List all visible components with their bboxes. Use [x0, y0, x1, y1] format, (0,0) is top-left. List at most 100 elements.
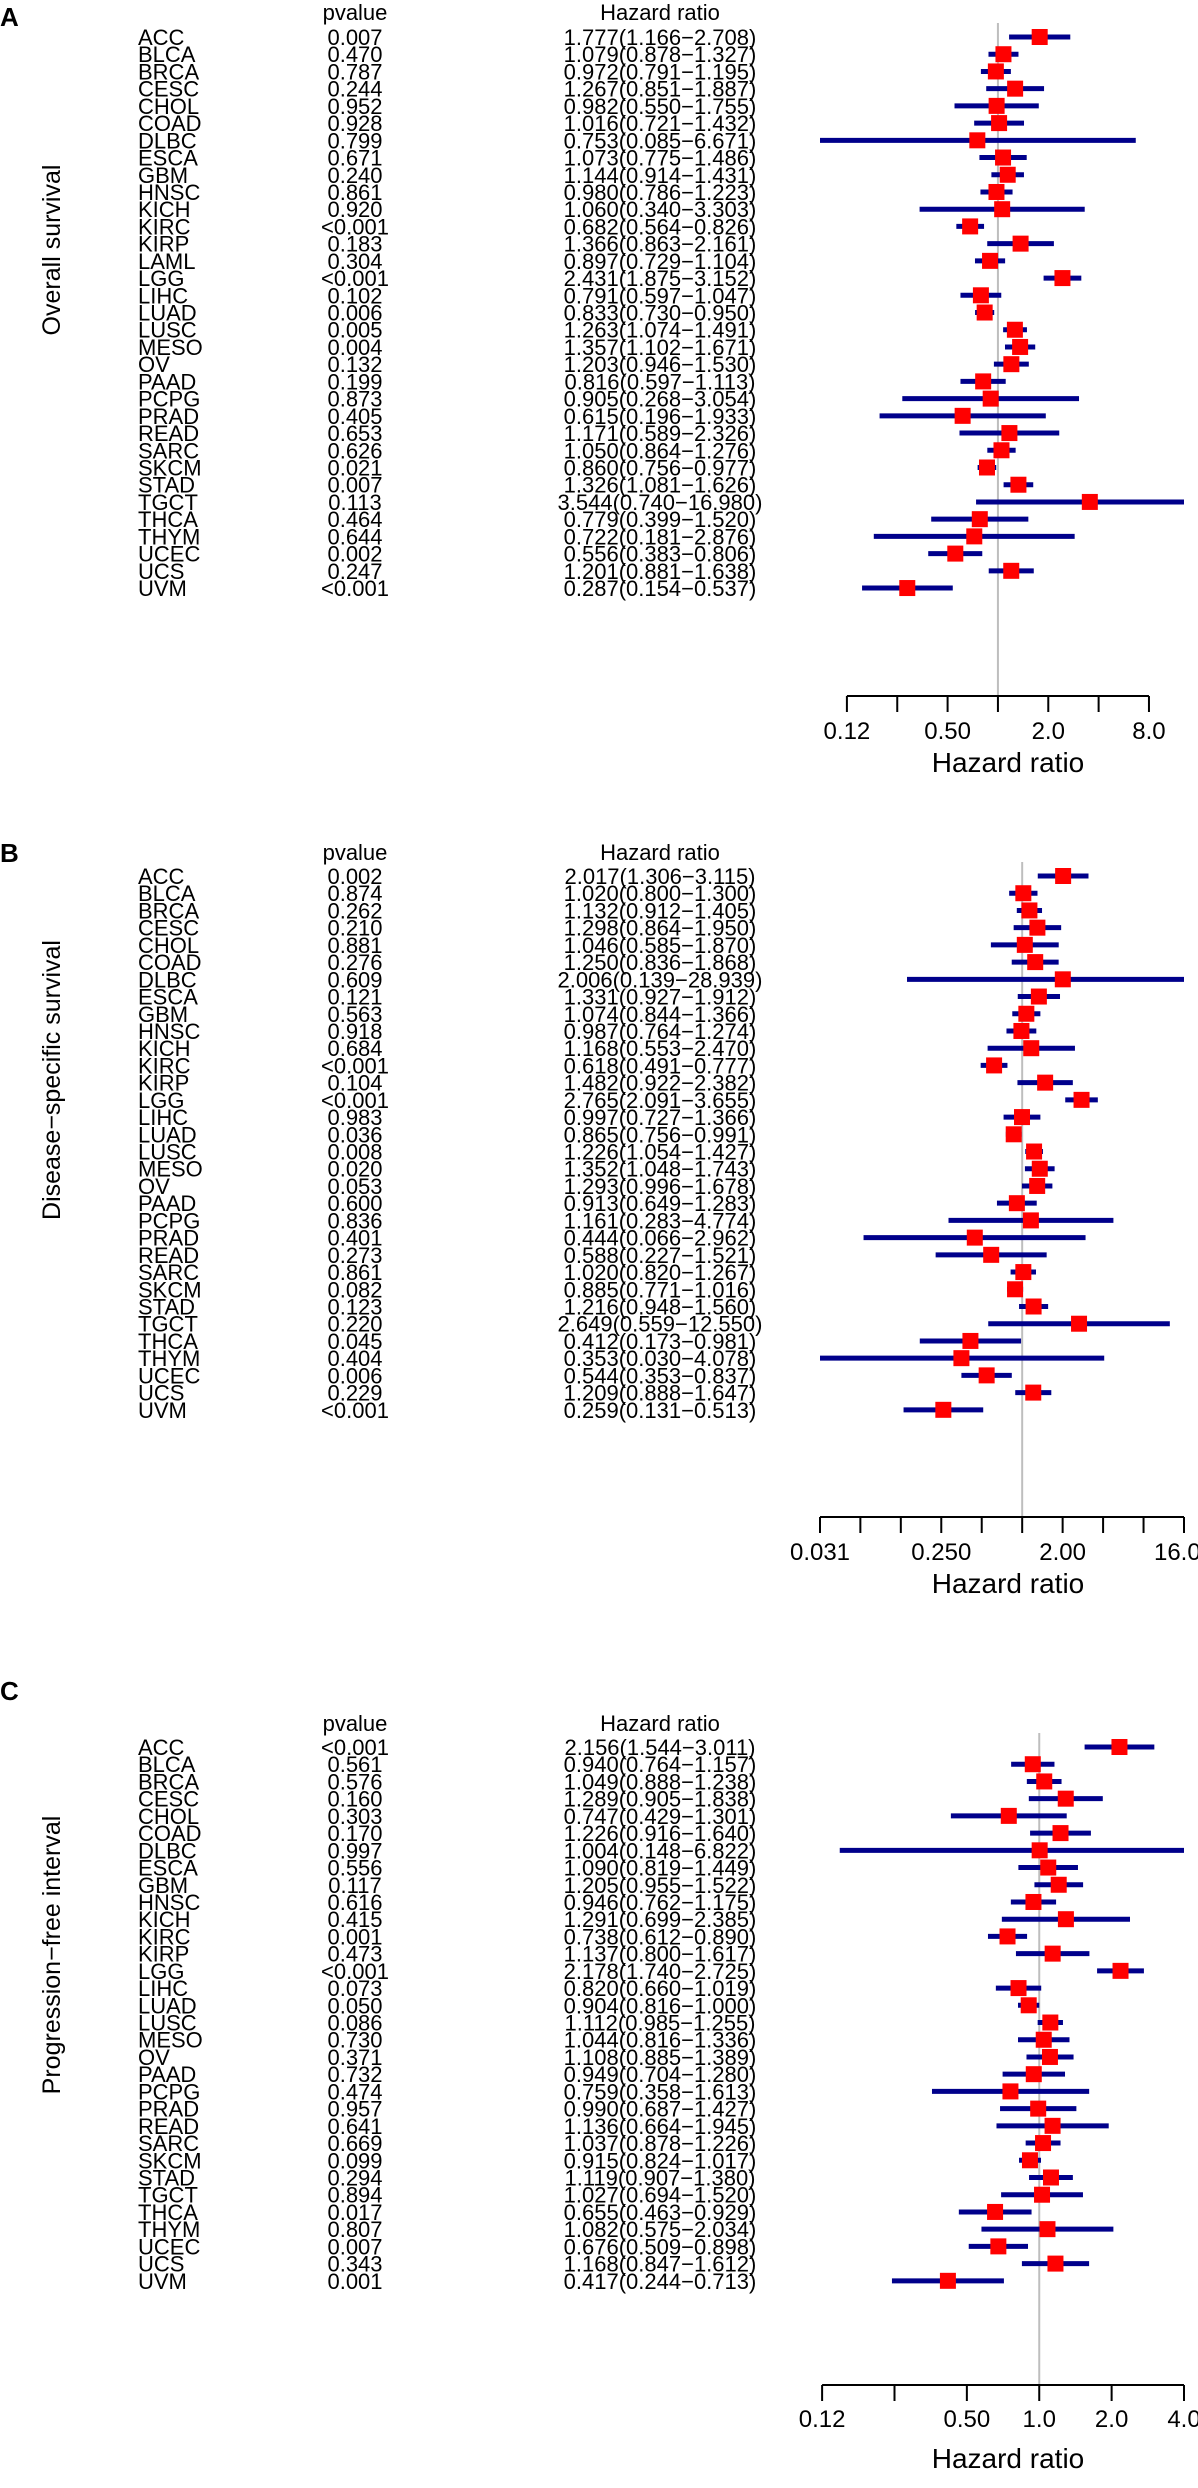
row-hazard-ratio-text: 1.357(1.102−1.671) — [564, 335, 757, 360]
panel-letter: B — [0, 838, 19, 868]
row-cancer-label: UVM — [138, 576, 187, 601]
row-cancer-label: KIRP — [138, 1942, 189, 1967]
row-cancer-label: ESCA — [138, 985, 198, 1010]
row-hr-point — [1041, 2048, 1058, 2065]
row-hazard-ratio-text: 0.904(0.816−1.000) — [564, 1993, 757, 2018]
row-pvalue: 0.616 — [327, 1890, 382, 1915]
row-cancer-label: LGG — [138, 266, 184, 291]
row-hazard-ratio-text: 1.073(0.775−1.486) — [564, 146, 757, 171]
row-pvalue: 0.653 — [327, 421, 382, 446]
row-hr-point — [1029, 1177, 1046, 1194]
row-pvalue: 0.001 — [327, 1924, 382, 1949]
row-hazard-ratio-text: 0.353(0.030−4.078) — [564, 1346, 757, 1371]
row-pvalue: 0.123 — [327, 1295, 382, 1320]
row-pvalue: 0.244 — [327, 77, 382, 102]
row-cancer-label: UCS — [138, 559, 184, 584]
row-hr-point — [995, 149, 1012, 166]
row-pvalue: 0.983 — [327, 1105, 382, 1130]
row-pvalue: 0.561 — [327, 1752, 382, 1777]
row-hazard-ratio-text: 1.366(0.863−2.161) — [564, 232, 757, 257]
row-hazard-ratio-text: 1.049(0.888−1.238) — [564, 1769, 757, 1794]
row-cancer-label: UCEC — [138, 542, 200, 567]
row-hr-point — [1007, 1281, 1024, 1298]
row-cancer-label: BRCA — [138, 59, 199, 84]
row-hazard-ratio-text: 1.293(0.996−1.678) — [564, 1174, 757, 1199]
row-pvalue: 0.007 — [327, 25, 382, 50]
row-cancer-label: LUAD — [138, 1122, 197, 1147]
row-hr-point — [999, 1928, 1016, 1945]
row-hr-point — [969, 132, 986, 149]
row-hazard-ratio-text: 0.885(0.771−1.016) — [564, 1277, 757, 1302]
panel-ylabel: Disease−specific survival — [38, 940, 66, 1220]
row-cancer-label: ACC — [138, 25, 185, 50]
row-hr-point — [1002, 2083, 1019, 2100]
row-hazard-ratio-text: 1.050(0.864−1.276) — [564, 438, 757, 463]
row-pvalue: 0.001 — [327, 2269, 382, 2294]
row-hr-point — [987, 2203, 1004, 2220]
row-pvalue: 0.020 — [327, 1157, 382, 1182]
row-hr-point — [994, 201, 1011, 218]
row-pvalue: 0.609 — [327, 967, 382, 992]
row-hr-point — [991, 115, 1008, 132]
row-cancer-label: OV — [138, 1174, 170, 1199]
row-pvalue: 0.082 — [327, 1277, 382, 1302]
row-hazard-ratio-text: 0.997(0.727−1.366) — [564, 1105, 757, 1130]
row-hr-point — [1018, 1005, 1035, 1022]
row-hazard-ratio-text: 0.753(0.085−6.671) — [564, 128, 757, 153]
row-cancer-label: THCA — [138, 2200, 198, 2225]
row-hr-point — [939, 2272, 956, 2289]
panel-ylabel: Progression−free interval — [38, 1816, 66, 2095]
row-hr-point — [1024, 1756, 1041, 1773]
row-hr-point — [962, 218, 979, 235]
row-hr-point — [987, 63, 1004, 80]
row-hazard-ratio-text: 1.777(1.166−2.708) — [564, 25, 757, 50]
row-hr-point — [1052, 1825, 1069, 1842]
row-hr-point — [1055, 868, 1072, 884]
row-hr-point — [1021, 902, 1038, 919]
row-hazard-ratio-text: 1.060(0.340−3.303) — [564, 197, 757, 222]
row-cancer-label: SARC — [138, 1260, 199, 1285]
row-hr-point — [962, 1332, 979, 1349]
row-hazard-ratio-text: 0.987(0.764−1.274) — [564, 1019, 757, 1044]
row-cancer-label: LIHC — [138, 1105, 188, 1130]
row-pvalue: 0.799 — [327, 128, 382, 153]
row-hazard-ratio-text: 1.046(0.585−1.870) — [564, 933, 757, 958]
row-hr-point — [1022, 1212, 1039, 1229]
row-hr-point — [982, 390, 999, 407]
row-hazard-ratio-text: 0.556(0.383−0.806) — [564, 542, 757, 567]
row-hazard-ratio-text: 0.444(0.066−2.962) — [564, 1226, 757, 1251]
row-cancer-label: KICH — [138, 197, 191, 222]
row-hazard-ratio-text: 0.738(0.612−0.890) — [564, 1924, 757, 1949]
row-pvalue: 0.006 — [327, 301, 382, 326]
row-hr-point — [999, 166, 1016, 183]
row-pvalue: 0.117 — [328, 1873, 381, 1898]
row-hr-point — [976, 304, 993, 321]
row-hr-point — [1031, 1160, 1048, 1177]
row-pvalue: 0.807 — [327, 2217, 382, 2242]
row-hazard-ratio-text: 1.216(0.948−1.560) — [564, 1295, 757, 1320]
row-hr-point — [899, 580, 916, 597]
row-cancer-label: UVM — [138, 2269, 187, 2294]
row-hr-point — [1013, 1022, 1030, 1039]
row-pvalue: 0.002 — [327, 542, 382, 567]
row-hazard-ratio-text: 1.136(0.664−1.945) — [564, 2114, 757, 2139]
row-hr-point — [995, 46, 1012, 63]
row-hr-point — [1010, 1980, 1027, 1997]
row-pvalue: 0.007 — [327, 473, 382, 498]
row-hr-point — [972, 287, 989, 304]
row-pvalue: <0.001 — [321, 576, 389, 601]
row-hr-point — [1050, 1876, 1067, 1893]
row-cancer-label: THYM — [138, 524, 200, 549]
row-hr-point — [990, 2238, 1007, 2255]
row-pvalue: 0.002 — [327, 864, 382, 889]
row-hr-point — [935, 1401, 952, 1418]
row-pvalue: 0.183 — [327, 232, 382, 257]
row-pvalue: 0.920 — [327, 197, 382, 222]
row-hazard-ratio-text: 1.027(0.694−1.520) — [564, 2183, 757, 2208]
row-cancer-label: UCEC — [138, 1363, 200, 1388]
row-cancer-label: ACC — [138, 864, 185, 889]
row-pvalue: 0.918 — [327, 1019, 382, 1044]
row-hazard-ratio-text: 1.205(0.955−1.522) — [564, 1873, 757, 1898]
row-hazard-ratio-text: 0.287(0.154−0.537) — [564, 576, 757, 601]
row-cancer-label: LGG — [138, 1959, 184, 1984]
